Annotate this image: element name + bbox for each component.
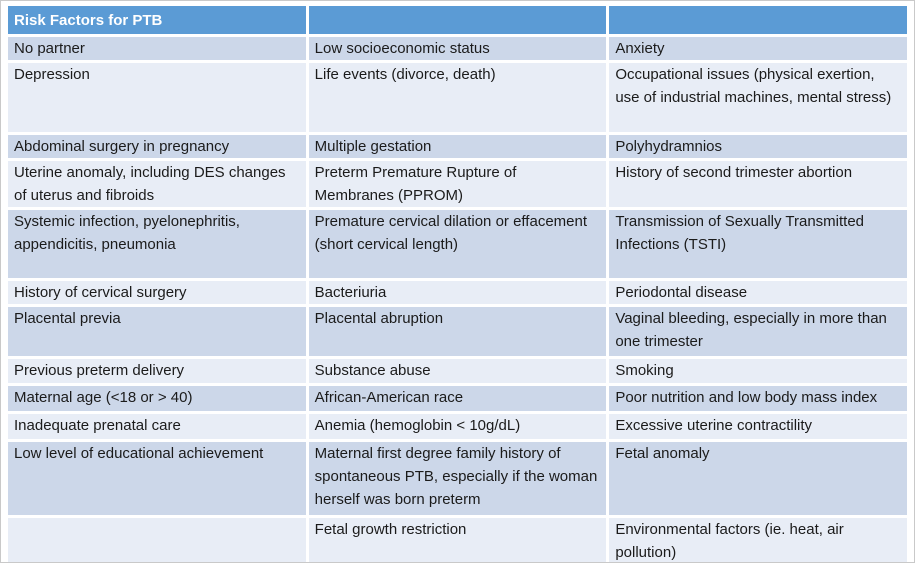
table-cell: Bacteriuria (308, 281, 607, 304)
table-cell: Life events (divorce, death) (308, 63, 607, 132)
table-row: Inadequate prenatal care Anemia (hemoglo… (8, 414, 907, 439)
table-cell: Occupational issues (physical exertion, … (609, 63, 907, 132)
table-row: Fetal growth restriction Environmental f… (8, 518, 907, 562)
table-cell (8, 518, 306, 562)
table-title: Risk Factors for PTB (8, 6, 306, 34)
table-row: Placental previa Placental abruption Vag… (8, 307, 907, 356)
table-cell: Vaginal bleeding, especially in more tha… (609, 307, 907, 356)
table-cell: Premature cervical dilation or effacemen… (308, 210, 607, 278)
table-cell: No partner (8, 37, 306, 60)
table-cell: Excessive uterine contractility (609, 414, 907, 439)
table-cell: Periodontal disease (609, 281, 907, 304)
table-cell: Systemic infection, pyelonephritis, appe… (8, 210, 306, 278)
table-cell: Placental abruption (308, 307, 607, 356)
table-cell: History of cervical surgery (8, 281, 306, 304)
table-row: Abdominal surgery in pregnancy Multiple … (8, 135, 907, 158)
header-cell-empty-2 (308, 6, 607, 34)
table-cell: African-American race (308, 386, 607, 411)
table-row: Uterine anomaly, including DES changes o… (8, 161, 907, 207)
table-cell: Smoking (609, 359, 907, 383)
table-row: Low level of educational achievement Mat… (8, 442, 907, 515)
table-row: History of cervical surgery Bacteriuria … (8, 281, 907, 304)
risk-factors-table: Risk Factors for PTB No partner Low soci… (5, 3, 910, 562)
table-cell: Low socioeconomic status (308, 37, 607, 60)
table-row: Maternal age (<18 or > 40) African-Ameri… (8, 386, 907, 411)
table-cell: Multiple gestation (308, 135, 607, 158)
table-cell: Uterine anomaly, including DES changes o… (8, 161, 306, 207)
table-cell: Fetal growth restriction (308, 518, 607, 562)
table-cell: Placental previa (8, 307, 306, 356)
table-cell: Anxiety (609, 37, 907, 60)
table-cell: Substance abuse (308, 359, 607, 383)
header-cell-empty-3 (609, 6, 907, 34)
table-cell: Fetal anomaly (609, 442, 907, 515)
table-cell: Maternal first degree family history of … (308, 442, 607, 515)
table-cell: Preterm Premature Rupture of Membranes (… (308, 161, 607, 207)
table-row: Previous preterm delivery Substance abus… (8, 359, 907, 383)
table-row: Depression Life events (divorce, death) … (8, 63, 907, 132)
table-cell: Maternal age (<18 or > 40) (8, 386, 306, 411)
table-row: Systemic infection, pyelonephritis, appe… (8, 210, 907, 278)
table-cell: Anemia (hemoglobin < 10g/dL) (308, 414, 607, 439)
table-cell: Abdominal surgery in pregnancy (8, 135, 306, 158)
table-cell: Transmission of Sexually Transmitted Inf… (609, 210, 907, 278)
table-cell: Poor nutrition and low body mass index (609, 386, 907, 411)
table-cell: Previous preterm delivery (8, 359, 306, 383)
table-cell: Low level of educational achievement (8, 442, 306, 515)
table-header-row: Risk Factors for PTB (8, 6, 907, 34)
table-cell: Depression (8, 63, 306, 132)
table-cell: History of second trimester abortion (609, 161, 907, 207)
table-cell: Polyhydramnios (609, 135, 907, 158)
table-cell: Environmental factors (ie. heat, air pol… (609, 518, 907, 562)
table-cell: Inadequate prenatal care (8, 414, 306, 439)
table-row: No partner Low socioeconomic status Anxi… (8, 37, 907, 60)
